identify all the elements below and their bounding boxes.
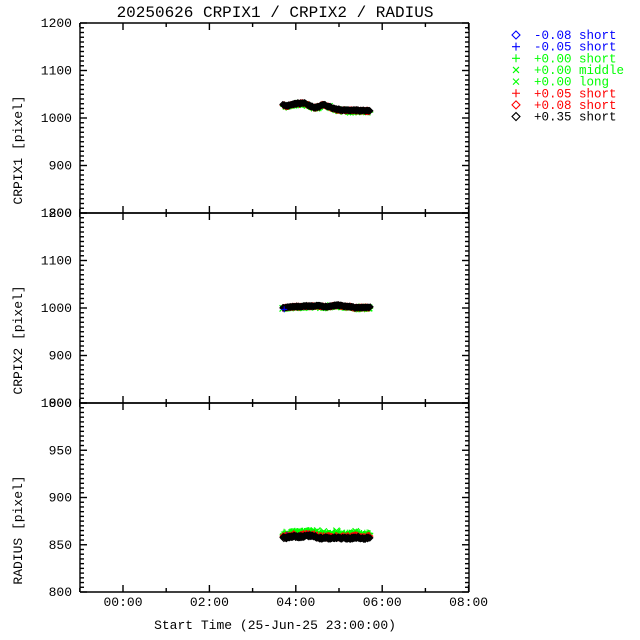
svg-text:900: 900 bbox=[49, 349, 72, 364]
svg-text:Start Time (25-Jun-25 23:00:00: Start Time (25-Jun-25 23:00:00) bbox=[154, 618, 396, 633]
svg-text:900: 900 bbox=[49, 491, 72, 506]
svg-text:900: 900 bbox=[49, 159, 72, 174]
svg-text:1000: 1000 bbox=[41, 301, 72, 316]
svg-text:1000: 1000 bbox=[41, 111, 72, 126]
svg-text:06:00: 06:00 bbox=[363, 595, 402, 610]
svg-text:02:00: 02:00 bbox=[190, 595, 229, 610]
svg-text:1200: 1200 bbox=[41, 16, 72, 31]
svg-text:+0.35 short: +0.35 short bbox=[534, 111, 617, 125]
svg-text:20250626 CRPIX1 / CRPIX2 / RAD: 20250626 CRPIX1 / CRPIX2 / RADIUS bbox=[117, 4, 434, 22]
svg-text:CRPIX1 [pixel]: CRPIX1 [pixel] bbox=[11, 95, 26, 204]
svg-text:08:00: 08:00 bbox=[449, 595, 488, 610]
svg-text:1200: 1200 bbox=[41, 206, 72, 221]
svg-text:950: 950 bbox=[49, 443, 72, 458]
svg-text:1000: 1000 bbox=[41, 396, 72, 411]
svg-text:CRPIX2 [pixel]: CRPIX2 [pixel] bbox=[11, 285, 26, 394]
svg-text:1100: 1100 bbox=[41, 64, 72, 79]
svg-text:850: 850 bbox=[49, 538, 72, 553]
svg-text:RADIUS [pixel]: RADIUS [pixel] bbox=[11, 475, 26, 584]
svg-text:800: 800 bbox=[49, 585, 72, 600]
svg-text:04:00: 04:00 bbox=[276, 595, 315, 610]
svg-text:00:00: 00:00 bbox=[103, 595, 142, 610]
svg-text:1100: 1100 bbox=[41, 254, 72, 269]
